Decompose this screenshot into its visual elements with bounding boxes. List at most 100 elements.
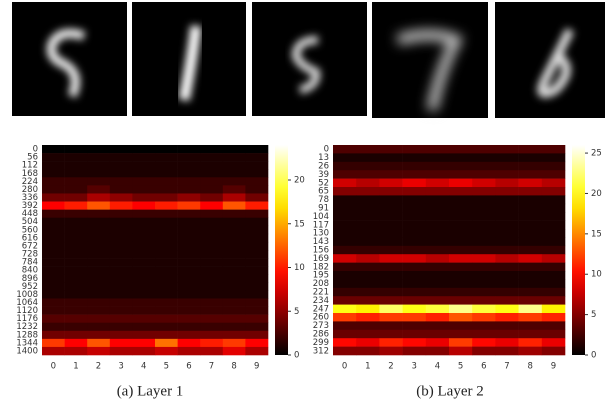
heatmap-cell [177,145,201,154]
heatmap-cell [109,169,133,178]
heatmap-cell [245,250,269,259]
heatmap-cell [200,306,224,315]
heatmap-cell [87,233,111,243]
y-tick-label: 112 [22,161,38,171]
heatmap-cell [42,306,65,315]
heatmap-cell [449,329,473,339]
x-tick-label: 4 [435,362,440,372]
heatmap-cell [132,233,156,243]
heatmap-cell [402,237,427,247]
heatmap-cell [333,262,357,272]
y-tick-label: 0 [33,145,38,155]
heatmap-cell [449,170,473,179]
heatmap-cell [177,266,201,275]
heatmap-cell [177,241,201,251]
heatmap-cell [495,153,519,163]
heatmap-cell [472,145,496,154]
heatmap-cell [87,145,111,154]
heatmap-cell [333,271,357,280]
heatmap-cell [333,161,357,171]
heatmap-cell [379,178,403,188]
heatmap-cell [472,195,496,205]
heatmap-cell [109,153,133,162]
colorbar-tick-label: 10 [591,270,602,280]
heatmap-cell [245,169,269,178]
y-tick-label: 0 [324,145,329,155]
heatmap-cell [42,225,65,235]
digit-image [132,2,246,116]
heatmap-cell [518,203,543,213]
y-tick-label: 247 [313,304,329,314]
x-tick-label: 0 [51,362,56,372]
heatmap-cell [155,266,178,275]
heatmap-cell [333,346,357,356]
y-tick-label: 312 [313,346,329,356]
heatmap-cell [379,153,403,163]
heatmap-cell [177,282,201,291]
heatmap-cell [379,161,403,171]
heatmap-cell [449,203,473,213]
heatmap-cell [402,262,427,272]
heatmap-cell [541,279,566,289]
y-tick-label: 208 [313,279,329,289]
heatmap-cell [333,296,357,305]
heatmap-cell [87,314,111,323]
heatmap-cell [402,346,427,356]
heatmap-cell [245,241,269,251]
y-tick-label: 728 [22,250,38,260]
heatmap-cell [379,170,403,179]
heatmap-cell [472,212,496,221]
heatmap-cell [42,217,65,227]
colorbar-tick-label: 0 [591,351,596,361]
heatmap-cell [155,193,178,202]
x-tick-label: 9 [254,362,259,372]
heatmap-cell [379,313,403,322]
heatmap-cell [222,177,246,186]
heatmap-cell [245,209,269,218]
heatmap-cell [200,266,224,275]
heatmap-cell [472,346,496,356]
heatmap-cell [155,241,178,251]
heatmap-cell [333,229,357,238]
heatmap-cell [356,170,380,179]
heatmap-cell [379,187,403,196]
heatmap-cell [333,170,357,179]
heatmap-cell [222,306,246,315]
heatmap-cell [541,262,566,272]
heatmap-cell [177,153,201,162]
heatmap-cell [425,237,450,247]
heatmap-cell [155,217,178,227]
heatmap-cell [155,185,178,194]
heatmap-cell [222,241,246,251]
heatmap-cell [64,290,88,299]
heatmap-cell [518,262,543,272]
heatmap-cell [379,279,403,289]
heatmap-cell [64,145,88,154]
y-tick-label: 448 [22,209,38,219]
x-tick-label: 1 [73,362,78,372]
heatmap-cell [402,161,427,171]
heatmap-cell [518,220,543,230]
colorbar [275,145,288,355]
heatmap-cell [87,241,111,251]
y-tick-label: 1232 [16,322,38,332]
heatmap-cell [200,225,224,235]
heatmap-cell [518,145,543,154]
heatmap-cell [541,229,566,238]
heatmap-cell [518,313,543,322]
heatmap-cell [356,153,380,163]
heatmap-cell [87,185,111,194]
digit-images [12,2,605,118]
heatmap-cell [495,203,519,213]
heatmap-cell [379,220,403,230]
heatmap-cell [356,321,380,331]
heatmap-cell [541,346,566,356]
heatmap-cell [64,282,88,291]
heatmap-cell [472,271,496,280]
heatmap-cell [132,185,156,194]
heatmap-cell [333,178,357,188]
heatmap-cell [541,237,566,247]
y-tick-label: 299 [313,338,329,348]
heatmap-cell [200,258,224,267]
caption: (a) Layer 1 [117,383,184,399]
